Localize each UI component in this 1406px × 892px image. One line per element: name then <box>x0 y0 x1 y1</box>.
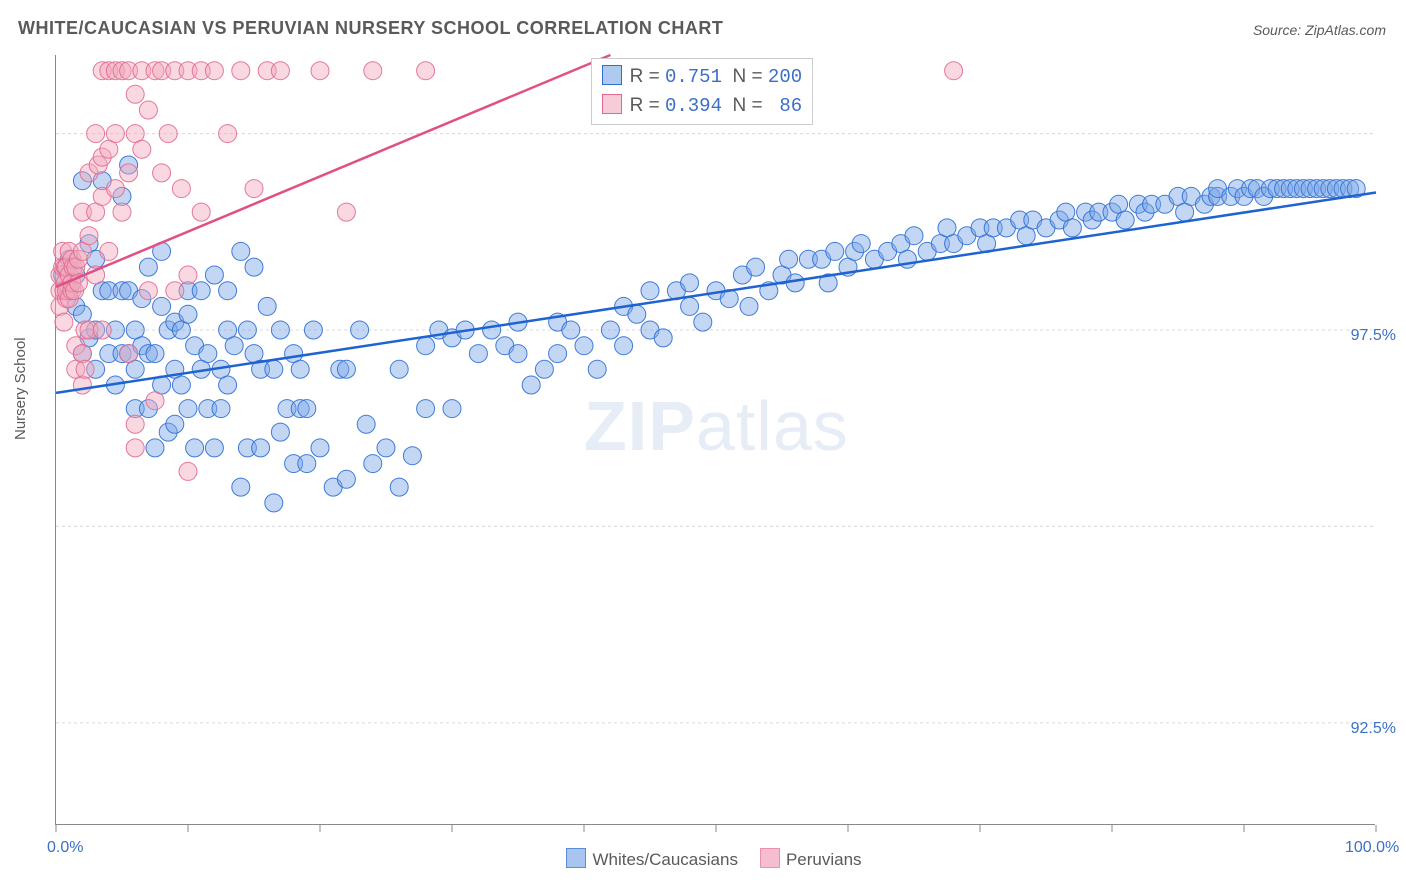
y-tick-label: 97.5% <box>1351 327 1396 345</box>
r-value: 0.394 <box>665 95 722 117</box>
scatter-plot: ZIPatlas R = 0.751 N = 200R = 0.394 N = … <box>55 55 1375 825</box>
legend-bottom: Whites/Caucasians Peruvians <box>0 848 1406 870</box>
legend-label: Peruvians <box>786 850 862 869</box>
stats-row: R = 0.751 N = 200 <box>602 63 803 92</box>
n-value: 86 <box>768 95 802 117</box>
stats-swatch <box>602 94 622 114</box>
chart-title: WHITE/CAUCASIAN VS PERUVIAN NURSERY SCHO… <box>18 18 723 39</box>
y-tick-label: 92.5% <box>1351 720 1396 738</box>
source-attribution: Source: ZipAtlas.com <box>1253 22 1386 38</box>
x-tick-label: 0.0% <box>47 839 83 857</box>
legend-label: Whites/Caucasians <box>592 850 738 869</box>
r-value: 0.751 <box>665 66 722 88</box>
stats-row: R = 0.394 N = 86 <box>602 92 803 121</box>
stats-swatch <box>602 65 622 85</box>
legend-swatch <box>760 848 780 868</box>
legend-swatch <box>566 848 586 868</box>
correlation-stats-box: R = 0.751 N = 200R = 0.394 N = 86 <box>591 58 814 125</box>
plot-svg <box>56 55 1376 825</box>
x-tick-label: 100.0% <box>1345 839 1399 857</box>
n-value: 200 <box>768 66 802 88</box>
y-axis-label: Nursery School <box>12 337 29 440</box>
